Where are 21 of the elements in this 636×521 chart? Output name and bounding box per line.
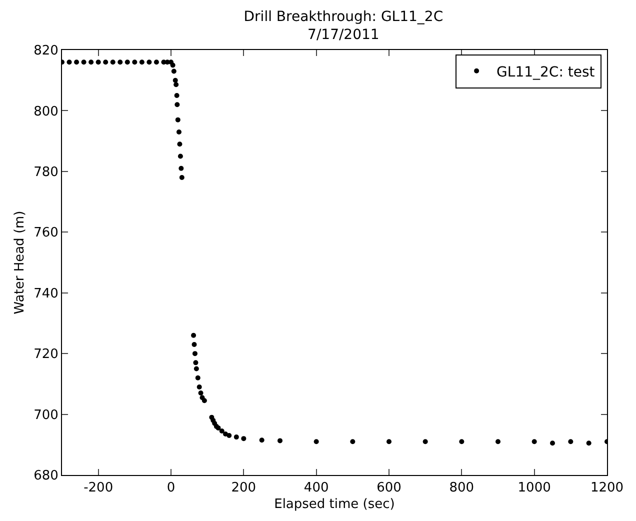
y-tick-label: 680 — [34, 468, 58, 484]
x-axis-title: Elapsed time (sec) — [274, 497, 395, 512]
x-tick-label: 800 — [449, 480, 474, 496]
y-axis-title: Water Head (m) — [12, 210, 28, 314]
x-tick-label: 1000 — [518, 480, 551, 496]
y-tick-label: 820 — [34, 44, 58, 59]
y-tick-label: 700 — [34, 408, 58, 423]
x-tick-label: 400 — [304, 480, 329, 496]
legend-label: GL11_2C: test — [496, 64, 596, 80]
x-tick-label: 1200 — [590, 480, 624, 496]
y-tick-label: 780 — [34, 164, 58, 180]
x-tick-label: 0 — [166, 480, 176, 496]
y-tick-label: 760 — [34, 226, 58, 241]
y-tick-label: 740 — [34, 286, 58, 302]
chart-subtitle: 7/17/2011 — [308, 27, 380, 44]
chart-title: Drill Breakthrough: GL11_2C — [244, 8, 444, 25]
x-tick-label: 600 — [376, 480, 402, 496]
y-tick-label: 720 — [34, 347, 58, 362]
x-tick-label: 200 — [231, 480, 256, 496]
y-tick-label: 800 — [34, 104, 58, 120]
x-tick-label: -200 — [84, 480, 114, 496]
